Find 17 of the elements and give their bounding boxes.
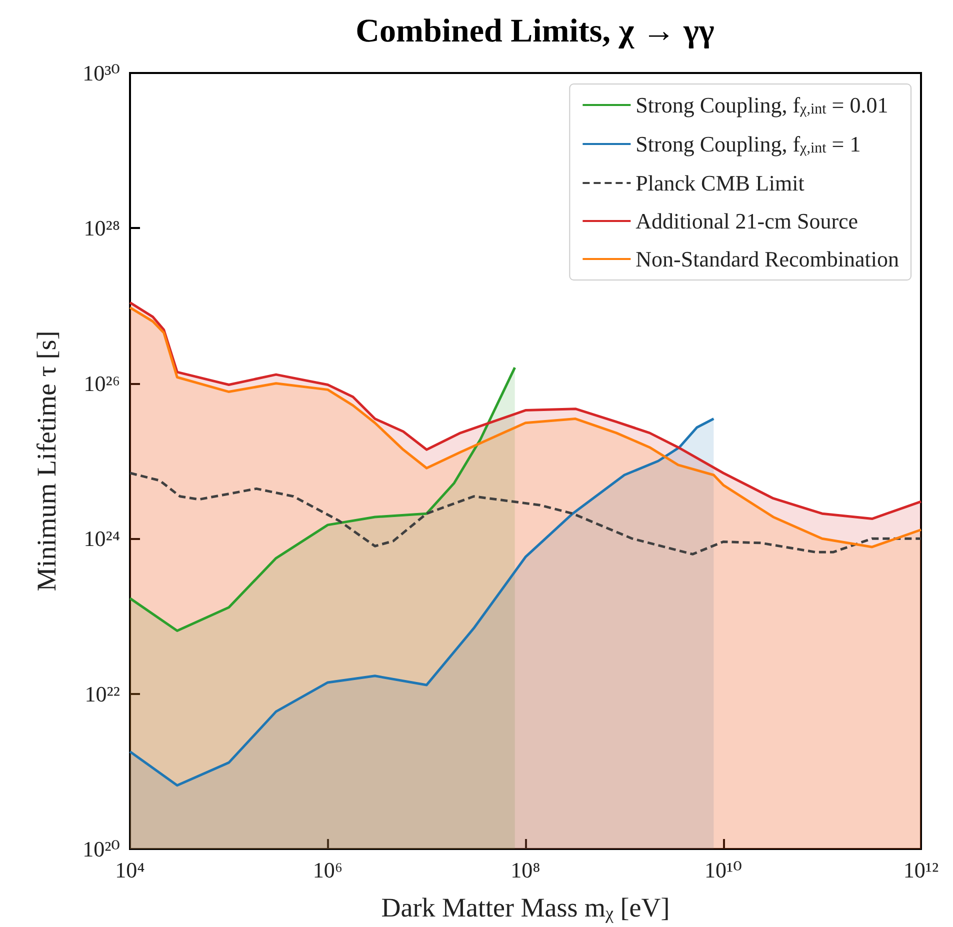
y-tick-label: 10²⁶: [84, 370, 120, 396]
x-tick-label: 10⁶: [312, 858, 343, 882]
x-tick-label: 10⁸: [510, 858, 540, 882]
x-tick-label: 10¹⁰: [704, 858, 742, 882]
y-tick-label: 10³⁰: [82, 60, 120, 86]
y-tick-label: 10²²: [84, 681, 120, 706]
legend-label: Non-Standard Recombination: [636, 246, 900, 272]
x-tick-label: 10¹²: [903, 858, 939, 882]
y-axis-title: Minimum Lifetime τ [s]: [32, 330, 62, 592]
legend-label: Strong Coupling, fχ,int = 0.01: [636, 92, 888, 118]
y-tick-label: 10²⁸: [84, 216, 120, 241]
legend-label: Additional 21-cm Source: [636, 208, 858, 234]
legend-label: Strong Coupling, fχ,int = 1: [636, 132, 861, 156]
y-tick-label: 10²⁴: [84, 526, 120, 552]
x-axis-title: Dark Matter Mass mχ [eV]: [381, 892, 670, 923]
chart-title: Combined Limits, χ → γγ: [356, 14, 714, 50]
legend-label: Planck CMB Limit: [636, 170, 804, 196]
